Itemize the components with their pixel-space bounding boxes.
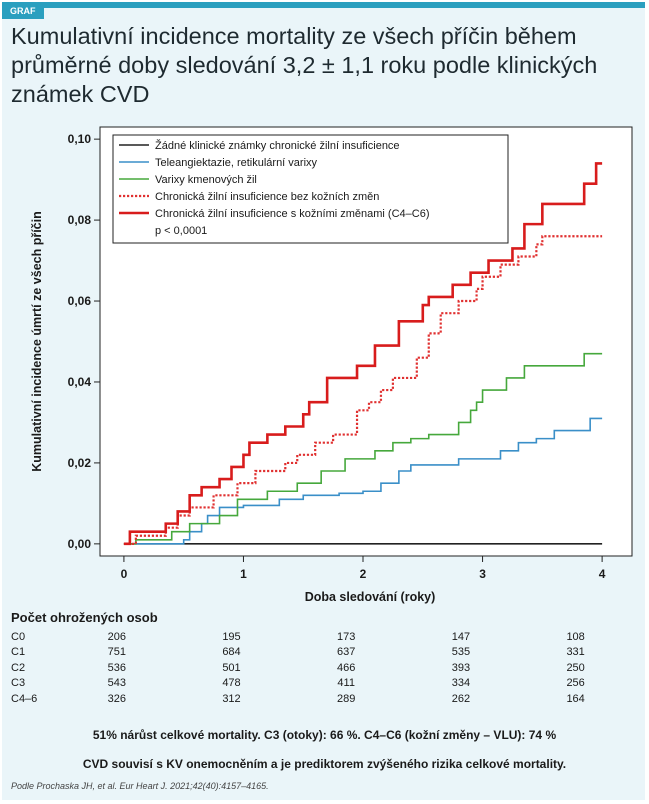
risk-row: C0 206 195 173 147 108 — [11, 629, 633, 645]
series-line — [123, 352, 603, 545]
x-tick-label: 4 — [599, 567, 606, 581]
x-tick-label: 1 — [240, 567, 247, 581]
risk-value: 466 — [337, 661, 356, 674]
risk-value: 535 — [451, 646, 471, 659]
y-tick-label: 0,06 — [68, 294, 92, 308]
legend-label: Žádné klinické známky chronické žilní in… — [155, 139, 400, 152]
risk-value: 206 — [107, 630, 126, 643]
p-value-annotation: p < 0,0001 — [155, 225, 207, 237]
risk-row: C2 536 501 466 393 250 — [11, 660, 633, 676]
risk-table-grid: C0 206 195 173 147 108 C1 751 684 637 53… — [11, 629, 633, 707]
risk-value: 312 — [222, 692, 241, 705]
risk-value: 543 — [107, 677, 126, 690]
legend-label: Chronická žilní insuficience bez kožních… — [155, 191, 379, 203]
risk-value: 262 — [451, 692, 471, 705]
risk-row: C3 543 478 411 334 256 — [11, 676, 633, 692]
legend-box — [112, 134, 509, 244]
legend-label: Varixy kmenových žil — [155, 174, 257, 186]
risk-value: 195 — [222, 630, 241, 643]
risk-value: 478 — [222, 677, 241, 690]
y-axis-label: Kumulativní incidence úmrtí ze všech pří… — [30, 211, 44, 472]
series-line — [123, 235, 603, 545]
risk-value: 334 — [451, 677, 471, 690]
source-citation: Podle Prochaska JH, et al. Eur Heart J. … — [11, 781, 269, 791]
risk-value: 289 — [337, 692, 356, 705]
y-tick-label: 0,02 — [68, 456, 92, 470]
x-tick-label: 0 — [121, 567, 128, 581]
risk-value: 331 — [566, 646, 585, 659]
legend-label: Teleangiektazie, retikulární varixy — [155, 157, 318, 169]
x-axis-label: Doba sledování (roky) — [305, 590, 436, 604]
risk-group: C3 — [11, 677, 26, 690]
risk-value: 326 — [107, 692, 126, 705]
risk-value: 147 — [451, 630, 471, 643]
risk-value: 164 — [566, 692, 585, 705]
risk-group: C4–6 — [11, 692, 38, 705]
risk-row: C1 751 684 637 535 331 — [11, 645, 633, 661]
series-line — [123, 162, 603, 546]
risk-value: 256 — [566, 677, 585, 690]
risk-group: C2 — [11, 661, 26, 674]
chart: 0,00 0,02 0,04 0,06 0,08 0,10 0 1 2 3 4 Doba sledov… — [30, 126, 633, 604]
legend-label: Chronická žilní insuficience s kožními z… — [155, 208, 429, 220]
graf-badge: GRAF — [2, 4, 44, 19]
risk-value: 637 — [337, 646, 356, 659]
risk-table: Počet ohrožených osob C0 206 195 173 147… — [11, 610, 641, 707]
conclusion-note: CVD souvisí s KV onemocněním a je predik… — [82, 757, 567, 771]
risk-value: 411 — [337, 677, 355, 690]
risk-value: 250 — [566, 661, 585, 674]
risk-value: 536 — [107, 661, 126, 674]
risk-table-title: Počet ohrožených osob — [11, 610, 158, 625]
x-tick-label: 2 — [360, 567, 367, 581]
x-tick-label: 3 — [479, 567, 486, 581]
risk-row: C4–6 326 312 289 262 164 — [11, 691, 633, 707]
risk-value: 751 — [107, 646, 126, 659]
y-tick-label: 0,08 — [68, 213, 92, 227]
risk-value: 108 — [566, 630, 585, 643]
risk-value: 684 — [222, 646, 241, 659]
summary-note: 51% nárůst celkové mortality. C3 (otoky)… — [92, 728, 557, 742]
chart-title: Kumulativní incidence mortality ze všech… — [11, 23, 598, 107]
risk-group: C1 — [11, 646, 26, 659]
y-tick-label: 0,04 — [68, 375, 92, 389]
risk-value: 173 — [337, 630, 356, 643]
y-tick-label: 0,10 — [68, 132, 92, 146]
risk-group: C0 — [11, 630, 26, 643]
y-tick-label: 0,00 — [68, 537, 92, 551]
risk-value: 501 — [222, 661, 241, 674]
risk-value: 393 — [451, 661, 471, 674]
